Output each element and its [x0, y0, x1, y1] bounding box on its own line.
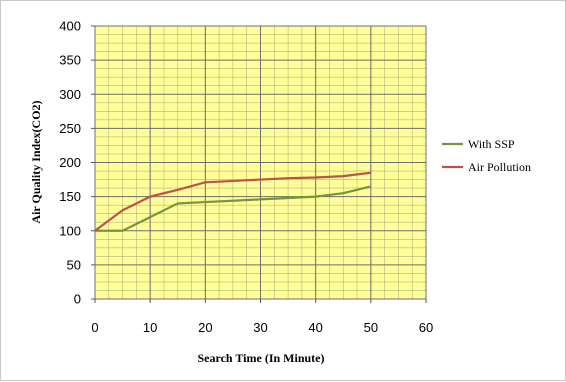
- x-axis-ticks: 0 10 20 30 40 50 60: [91, 299, 433, 335]
- y-tick-label: 100: [59, 223, 81, 238]
- y-tick-label: 300: [59, 87, 81, 102]
- y-tick-label: 350: [59, 53, 81, 68]
- legend: With SSP Air Pollution: [442, 137, 531, 174]
- legend-label: With SSP: [468, 137, 515, 151]
- y-tick-label: 50: [67, 257, 81, 272]
- x-tick-label: 10: [143, 320, 157, 335]
- y-axis-ticks: 0 50 100 150 200 250 300 350 400: [59, 19, 95, 307]
- y-tick-label: 250: [59, 121, 81, 136]
- x-tick-label: 60: [419, 320, 433, 335]
- legend-label: Air Pollution: [468, 160, 531, 174]
- y-axis-title: Air Quality Index(CO2): [29, 100, 43, 223]
- series-line: [94, 171, 371, 232]
- y-tick-label: 400: [59, 19, 81, 34]
- y-tick-label: 150: [59, 189, 81, 204]
- x-axis-title: Search Time (In Minute): [197, 351, 324, 365]
- x-tick-label: 20: [198, 320, 212, 335]
- x-tick-label: 40: [308, 320, 322, 335]
- y-tick-label: 200: [59, 155, 81, 170]
- x-tick-label: 50: [364, 320, 378, 335]
- series-lines: [94, 171, 372, 232]
- x-tick-label: 0: [91, 320, 98, 335]
- series-line: [95, 185, 372, 232]
- y-tick-label: 0: [74, 292, 81, 307]
- x-tick-label: 30: [253, 320, 267, 335]
